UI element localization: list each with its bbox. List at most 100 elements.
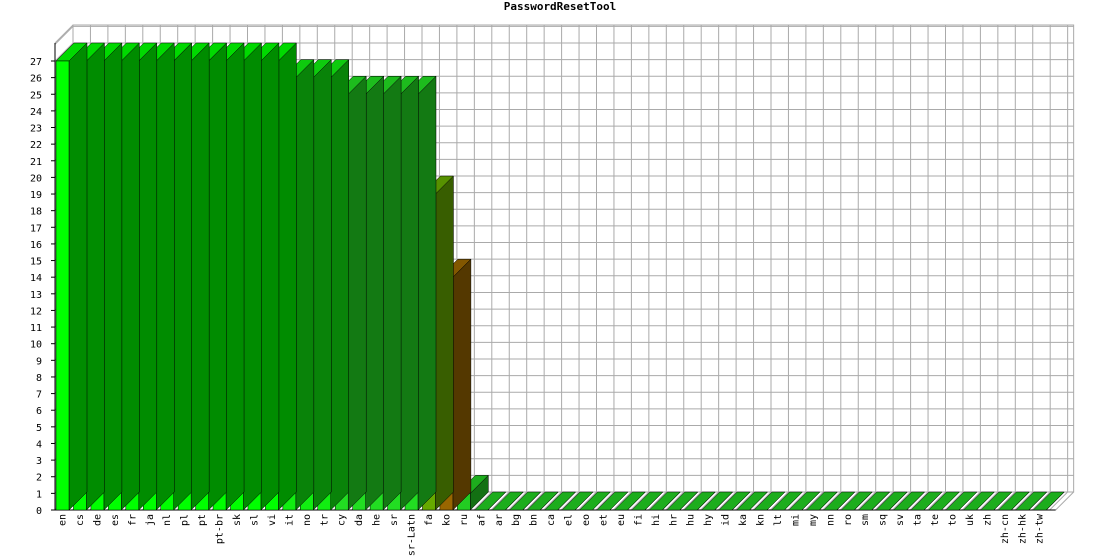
y-tick-label: 25 bbox=[30, 90, 42, 101]
bar-side bbox=[243, 42, 262, 511]
x-tick-label: kn bbox=[756, 514, 767, 526]
y-tick-label: 14 bbox=[30, 273, 42, 284]
x-tick-label: sq bbox=[878, 514, 889, 526]
bar-side bbox=[365, 75, 384, 511]
floor-line bbox=[578, 491, 597, 511]
bar-id bbox=[718, 491, 751, 511]
bar-top bbox=[666, 491, 699, 511]
x-tick-label: cy bbox=[337, 514, 348, 526]
y-tick-label: 26 bbox=[30, 74, 42, 85]
floor-line bbox=[1049, 491, 1069, 511]
bar-top bbox=[701, 491, 734, 511]
x-tick-label: lt bbox=[773, 514, 784, 526]
x-tick-label: hr bbox=[668, 514, 679, 526]
bar-side bbox=[138, 42, 158, 511]
floor-line bbox=[1031, 491, 1051, 511]
bar-ar bbox=[491, 491, 524, 511]
floor-line bbox=[647, 491, 667, 511]
x-tick-label: mi bbox=[790, 514, 801, 526]
y-tick-label: 22 bbox=[30, 140, 42, 151]
x-tick-label: tr bbox=[319, 514, 330, 526]
y-tick-label: 6 bbox=[36, 406, 42, 417]
left-wall-top-edge bbox=[54, 24, 74, 44]
bar-ka bbox=[735, 491, 769, 511]
floor-line bbox=[1014, 491, 1034, 511]
x-tick-label: no bbox=[302, 514, 313, 526]
x-tick-label: uk bbox=[965, 514, 976, 526]
floor-line bbox=[543, 491, 562, 511]
y-tick-label: 3 bbox=[36, 456, 42, 467]
bar-side bbox=[417, 75, 437, 511]
bar-sq bbox=[875, 491, 908, 511]
bar-side bbox=[103, 42, 123, 511]
bar-fi bbox=[631, 491, 664, 511]
bar-kn bbox=[753, 491, 786, 511]
bar-uk bbox=[962, 491, 996, 511]
floor-line bbox=[490, 491, 510, 511]
y-tick-label: 20 bbox=[30, 173, 42, 184]
bar-lt bbox=[770, 491, 804, 511]
floor-line bbox=[735, 491, 754, 511]
floor-line bbox=[560, 491, 580, 511]
floor-line bbox=[996, 491, 1016, 511]
x-tick-label: en bbox=[58, 514, 69, 526]
x-tick-label: it bbox=[284, 514, 295, 526]
floor-right-edge bbox=[1055, 491, 1075, 511]
bar-top bbox=[788, 491, 821, 511]
floor-line bbox=[473, 491, 493, 511]
y-tick-label: 13 bbox=[30, 290, 42, 301]
x-tick-label: cs bbox=[75, 514, 86, 526]
x-tick-label: pl bbox=[180, 514, 191, 526]
bar-sv bbox=[892, 491, 926, 511]
floor-line bbox=[874, 491, 894, 511]
bar-bn bbox=[526, 491, 559, 511]
y-tick-label: 24 bbox=[30, 107, 42, 118]
x-tick-label: af bbox=[476, 514, 487, 526]
grid-line-diag bbox=[54, 26, 74, 45]
floor-line bbox=[770, 491, 789, 511]
bar-top bbox=[770, 491, 804, 511]
bar-top bbox=[683, 491, 716, 511]
x-tick-label: nn bbox=[825, 514, 836, 526]
x-tick-label: fr bbox=[127, 514, 138, 526]
x-tick-label: ro bbox=[843, 514, 854, 526]
bar-top bbox=[945, 491, 978, 511]
bar-side bbox=[86, 42, 105, 511]
bar-eo bbox=[578, 491, 612, 511]
bar-side bbox=[260, 42, 280, 511]
floor-line bbox=[909, 491, 929, 511]
bar-side bbox=[225, 42, 245, 511]
bar-side bbox=[347, 75, 367, 511]
bar-top bbox=[631, 491, 664, 511]
bar-top bbox=[910, 491, 943, 511]
x-tick-label: et bbox=[598, 514, 609, 526]
x-tick-label: he bbox=[372, 514, 383, 526]
y-tick-label: 5 bbox=[36, 423, 42, 434]
floor-line bbox=[630, 491, 650, 511]
x-tick-label: ja bbox=[145, 514, 156, 526]
bar-hu bbox=[683, 491, 716, 511]
floor-line bbox=[717, 491, 737, 511]
chart-title: PasswordResetTool bbox=[503, 0, 617, 13]
x-tick-label: zh-hk bbox=[1017, 514, 1028, 544]
y-tick-label: 10 bbox=[30, 340, 42, 351]
bar-zh-tw bbox=[1032, 491, 1065, 511]
x-tick-label: es bbox=[110, 514, 121, 526]
floor-line bbox=[804, 491, 824, 511]
bar-my bbox=[805, 491, 838, 511]
floor-line bbox=[839, 491, 859, 511]
bar-top bbox=[997, 491, 1030, 511]
x-tick-label: nl bbox=[162, 514, 173, 526]
x-tick-label: fi bbox=[633, 514, 644, 526]
bar-en bbox=[55, 42, 88, 511]
floor-line bbox=[508, 491, 528, 511]
bar-top bbox=[962, 491, 996, 511]
y-tick-label: 18 bbox=[30, 207, 42, 218]
y-tick-label: 23 bbox=[30, 124, 42, 135]
bar-side bbox=[452, 258, 472, 511]
bar-nn bbox=[823, 491, 856, 511]
bar-zh-cn bbox=[997, 491, 1030, 511]
x-tick-label: ta bbox=[913, 514, 924, 526]
x-tick-label: hu bbox=[686, 514, 697, 526]
